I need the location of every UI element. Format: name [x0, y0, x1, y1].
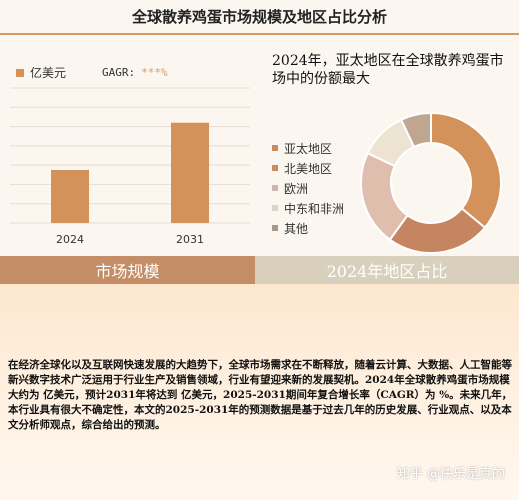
bar-2024	[51, 169, 89, 223]
donut-chart	[360, 111, 502, 254]
bar-legend: 亿美元 GAGR: ***%	[16, 64, 168, 81]
pie-legend-item: 亚太地区	[272, 138, 344, 158]
pie-legend-item: 欧洲	[272, 178, 344, 198]
title-divider	[0, 33, 519, 35]
page-title: 全球散养鸡蛋市场规模及地区占比分析	[131, 7, 387, 26]
donut-slice-4	[399, 111, 432, 149]
pie-legend-item: 北美地区	[272, 158, 344, 178]
bar-chart-panel: 2024 2031 亿美元 GAGR: ***%	[0, 38, 260, 254]
pie-legend-item: 中东和非洲	[272, 198, 344, 218]
x-tick-label: 2031	[176, 233, 204, 246]
pie-legend-item: 其他	[272, 218, 344, 238]
pie-legend-swatch	[272, 145, 278, 151]
x-tick-label: 2024	[56, 233, 84, 246]
pie-legend-label: 欧洲	[284, 181, 309, 196]
pie-legend-swatch	[272, 205, 278, 211]
description-panel	[0, 284, 519, 500]
pie-legend-label: 中东和非洲	[284, 201, 345, 216]
description-text: 在经济全球化以及互联网快速发展的大趋势下，全球市场需求在不断释放，随着云计算、大…	[8, 359, 513, 431]
bar-chart: 2024 2031	[10, 87, 250, 246]
watermark: 知乎 @快乐是真的	[396, 467, 505, 482]
pie-legend: 亚太地区北美地区欧洲中东和非洲其他	[272, 138, 344, 238]
legend-label: 亿美元	[30, 66, 67, 80]
legend-swatch	[16, 68, 24, 77]
pie-legend-swatch	[272, 185, 278, 191]
region-share-band: 2024年地区占比	[255, 256, 519, 284]
pie-legend-label: 其他	[284, 221, 309, 236]
region-heading: 2024年，亚太地区在全球散养鸡蛋市场中的份额最大	[272, 53, 504, 87]
bar-2031	[171, 122, 209, 223]
cagr-value: ***%	[141, 66, 168, 79]
pie-legend-swatch	[272, 225, 278, 231]
pie-legend-label: 北美地区	[284, 161, 333, 176]
market-size-band: 市场规模	[0, 256, 255, 284]
pie-legend-label: 亚太地区	[284, 141, 333, 156]
cagr-label: GAGR:	[102, 66, 136, 79]
pie-legend-swatch	[272, 165, 278, 171]
donut-slice-0	[430, 111, 502, 230]
